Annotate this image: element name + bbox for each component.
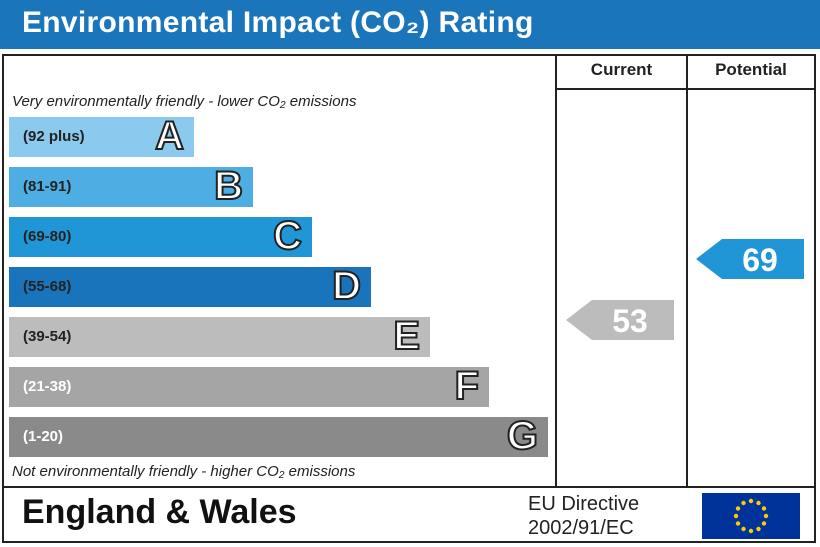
rating-band-range: (21-38) [23, 378, 72, 395]
current-rating-arrow: 53 [566, 300, 674, 340]
potential-rating-value: 69 [742, 242, 778, 278]
eu-star-icon [741, 500, 746, 506]
column-divider-current [555, 54, 557, 488]
rating-band-e: (39-54) E [9, 313, 430, 359]
rating-band-range: (55-68) [23, 278, 72, 295]
rating-band-letter: F [454, 363, 480, 409]
country-label: England & Wales [22, 493, 297, 531]
eu-star-icon [748, 498, 754, 504]
rating-band-g: (1-20) G [9, 413, 548, 459]
rating-band-range: (81-91) [23, 178, 72, 195]
potential-rating-shape [696, 239, 804, 279]
potential-rating-arrow: 69 [696, 239, 804, 279]
eu-stars [733, 498, 769, 534]
eu-flag-icon [702, 493, 800, 539]
eu-directive-label: EU Directive [528, 493, 640, 515]
chart-frame [2, 54, 816, 543]
rating-band-letter: D [331, 263, 362, 309]
column-divider-potential [686, 54, 688, 488]
eu-star-icon [748, 528, 754, 534]
rating-band-c: (69-80) C [9, 213, 312, 259]
potential-column-header: Potential [715, 60, 787, 79]
current-rating-shape [566, 300, 674, 340]
eu-star-icon [763, 513, 769, 519]
eu-star-icon [756, 526, 761, 532]
rating-band-range: (39-54) [23, 328, 72, 345]
rating-band-range: (92 plus) [23, 128, 85, 145]
eu-directive-number: 2002/91/EC [528, 517, 634, 539]
current-column-header: Current [590, 60, 653, 79]
rating-band-f: (21-38) F [9, 363, 489, 409]
bottom-note: Not environmentally friendly - higher CO… [12, 463, 356, 480]
rating-band-letter: B [213, 163, 244, 209]
top-note: Very environmentally friendly - lower CO… [12, 93, 357, 110]
footer-divider [2, 486, 816, 488]
header-bar: Environmental Impact (CO₂) Rating [0, 0, 820, 49]
rating-band-letter: G [506, 413, 539, 459]
rating-band-a: (92 plus) A [9, 113, 194, 159]
eu-star-icon [761, 521, 767, 526]
eu-star-icon [761, 506, 767, 511]
current-rating-value: 53 [612, 303, 648, 339]
rating-band-letter: C [272, 213, 303, 259]
eu-star-icon [756, 500, 761, 506]
eu-star-icon [735, 521, 741, 526]
eu-star-icon [733, 513, 739, 519]
eu-star-icon [735, 506, 741, 511]
column-header-divider [555, 88, 816, 90]
rating-band-letter: A [154, 113, 185, 159]
rating-band-range: (1-20) [23, 428, 64, 445]
rating-band-b: (81-91) B [9, 163, 253, 209]
rating-band-range: (69-80) [23, 228, 72, 245]
rating-band-d: (55-68) D [9, 263, 371, 309]
rating-band-letter: E [392, 313, 421, 359]
chart-title: Environmental Impact (CO₂) Rating [22, 6, 534, 39]
eu-star-icon [741, 526, 746, 532]
